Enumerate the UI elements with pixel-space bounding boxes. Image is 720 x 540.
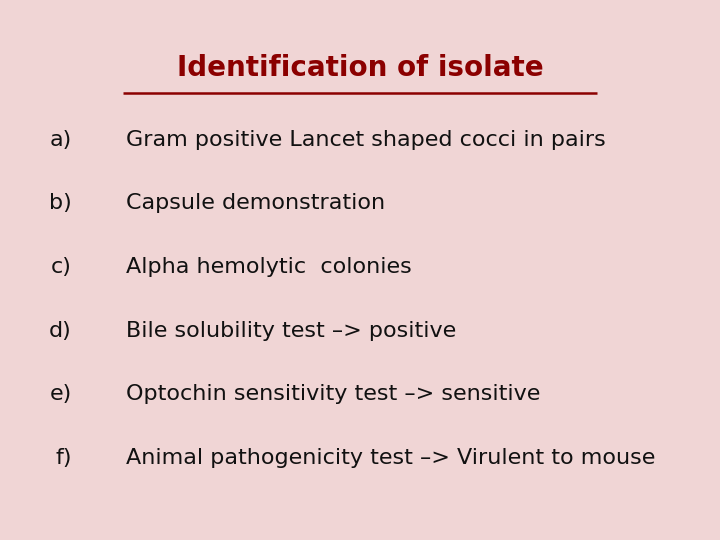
Text: Optochin sensitivity test –> sensitive: Optochin sensitivity test –> sensitive bbox=[126, 384, 541, 404]
Text: Gram positive Lancet shaped cocci in pairs: Gram positive Lancet shaped cocci in pai… bbox=[126, 130, 606, 150]
Text: Alpha hemolytic  colonies: Alpha hemolytic colonies bbox=[126, 257, 412, 277]
Text: a): a) bbox=[50, 130, 72, 150]
Text: Bile solubility test –> positive: Bile solubility test –> positive bbox=[126, 321, 456, 341]
Text: b): b) bbox=[49, 193, 72, 213]
Text: d): d) bbox=[49, 321, 72, 341]
Text: e): e) bbox=[50, 384, 72, 404]
Text: Identification of isolate: Identification of isolate bbox=[176, 54, 544, 82]
Text: Animal pathogenicity test –> Virulent to mouse: Animal pathogenicity test –> Virulent to… bbox=[126, 448, 655, 468]
Text: c): c) bbox=[51, 257, 72, 277]
Text: Capsule demonstration: Capsule demonstration bbox=[126, 193, 385, 213]
Text: f): f) bbox=[55, 448, 72, 468]
